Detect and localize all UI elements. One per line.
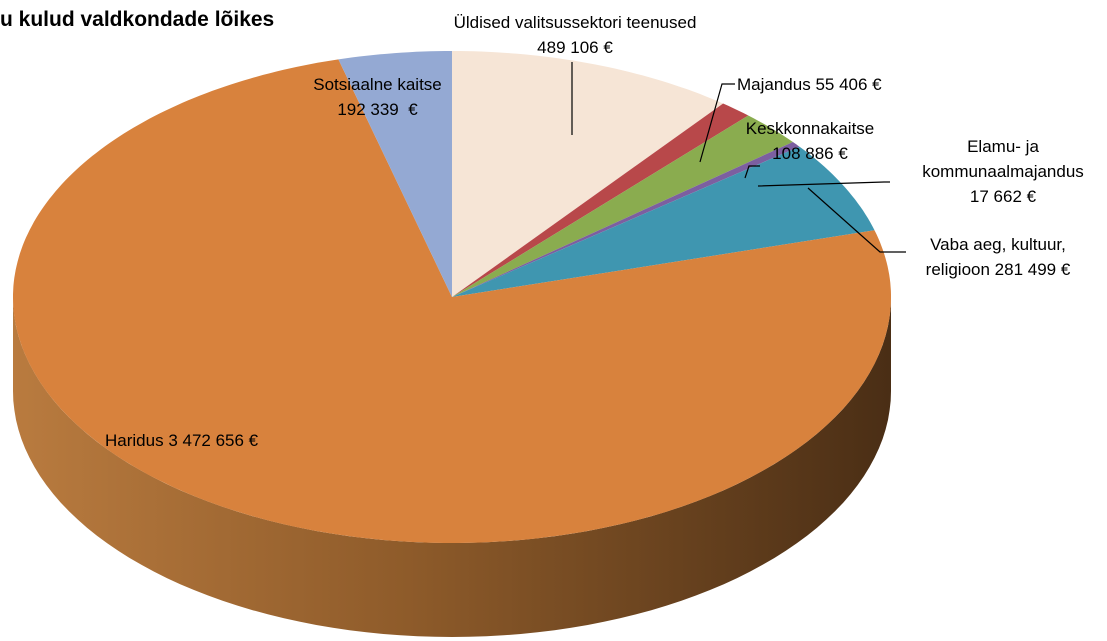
leader-line [807,187,906,253]
slice [452,146,875,297]
slice [13,59,891,544]
value-label: 281 499 € [994,260,1071,279]
slice [452,115,793,297]
slice-label: Üldised valitsussektori teenused 489 106… [450,10,700,60]
value-label: 3 472 656 € [168,431,259,450]
value-label: 489 106 € [537,38,613,57]
leader-line [699,83,735,163]
slice-label: Haridus 3 472 656 € [105,428,405,453]
slice-label: Elamu- ja kommunaalmajandus 17 662 € [900,134,1106,209]
slice [452,142,800,297]
leader-line [744,165,760,179]
slice-label: Keskkonnakaitse 108 886 € [730,116,890,166]
value-label: 55 406 € [815,75,882,94]
value-label: 108 886 € [772,144,848,163]
category-label: Majandus [737,75,811,94]
value-label: 17 662 € [969,187,1037,206]
leader-lines [571,62,906,253]
chart-title: u kulud valdkondade lõikes [0,8,275,31]
category-label: Üldised valitsussektori teenused [453,13,697,32]
category-label: Sotsiaalne kaitse [313,75,442,94]
category-label: Haridus [105,431,164,450]
slice-label: Majandus 55 406 € [737,72,987,97]
slice [338,51,452,297]
category-label: Keskkonnakaitse [745,119,875,138]
slice-side [13,297,891,637]
slices [13,51,891,637]
slice-label: Sotsiaalne kaitse 192 339 € [290,72,465,122]
category-label: Vaba aeg, kultuur, religioon [925,235,1066,279]
category-label: Elamu- ja kommunaalmajandus [922,137,1084,181]
slice [452,103,749,297]
leader-line [757,181,890,187]
value-label: 192 339 € [337,100,418,119]
slice [452,51,724,297]
slice-label: Vaba aeg, kultuur, religioon 281 499 € [898,232,1098,282]
